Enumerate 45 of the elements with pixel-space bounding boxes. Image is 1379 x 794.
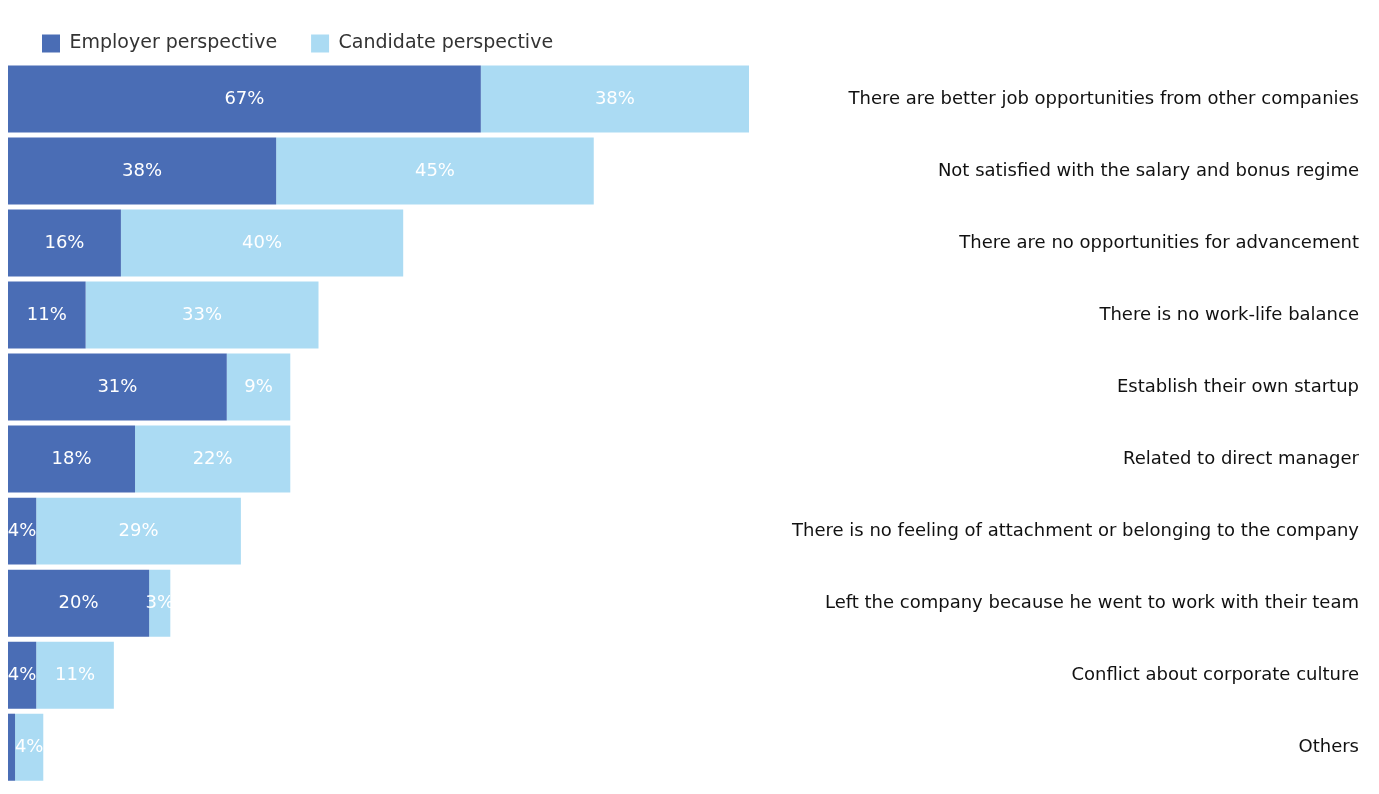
data-label: 33% <box>182 302 223 324</box>
data-label: 38% <box>122 158 163 180</box>
bar <box>8 137 277 205</box>
bar <box>8 713 16 781</box>
bar <box>8 65 481 133</box>
y-tick-label: There is no work-life balance <box>1098 302 1359 324</box>
bar <box>8 425 136 493</box>
y-tick-label: Related to direct manager <box>1123 446 1360 468</box>
bar <box>85 281 319 349</box>
data-label: 22% <box>192 446 233 468</box>
y-tick-label: Establish their own startup <box>1116 374 1359 396</box>
bar <box>226 353 291 421</box>
data-label: 20% <box>58 590 99 612</box>
y-tick-label: Left the company because he went to work with their team <box>824 590 1359 612</box>
data-label: 38% <box>594 86 635 108</box>
data-label: 4% <box>14 734 44 756</box>
bar <box>135 425 291 493</box>
y-tick-label: There is no feeling of attachment or belonging to the company <box>791 518 1360 540</box>
data-label: 67% <box>224 86 265 108</box>
bar <box>8 281 86 349</box>
bar <box>36 497 241 565</box>
data-label: 16% <box>44 230 85 252</box>
y-tick-label: There are no opportunities for advancement <box>958 230 1359 252</box>
data-label: 4% <box>7 518 37 540</box>
data-label: 9% <box>244 374 273 396</box>
y-tick-label: There are better job opportunities from other companies <box>847 86 1359 108</box>
data-label: 31% <box>97 374 138 396</box>
bar <box>8 353 227 421</box>
bar <box>8 209 121 277</box>
data-label: 40% <box>242 230 283 252</box>
bar <box>276 137 594 205</box>
data-label: 45% <box>414 158 455 180</box>
data-label: 4% <box>7 662 37 684</box>
y-tick-label: Not satisfied with the salary and bonus regime <box>937 158 1359 180</box>
y-tick-label: Conflict about corporate culture <box>1071 662 1359 684</box>
bar <box>36 641 114 709</box>
data-label: 29% <box>118 518 159 540</box>
data-label: 18% <box>51 446 92 468</box>
bar <box>120 209 404 277</box>
data-label: 11% <box>26 302 67 324</box>
data-label: 11% <box>55 662 96 684</box>
bar <box>480 65 749 133</box>
y-tick-label: Others <box>1298 734 1359 756</box>
legend-label: Employer perspective <box>69 30 278 53</box>
legend-label: Candidate perspective <box>338 30 554 53</box>
